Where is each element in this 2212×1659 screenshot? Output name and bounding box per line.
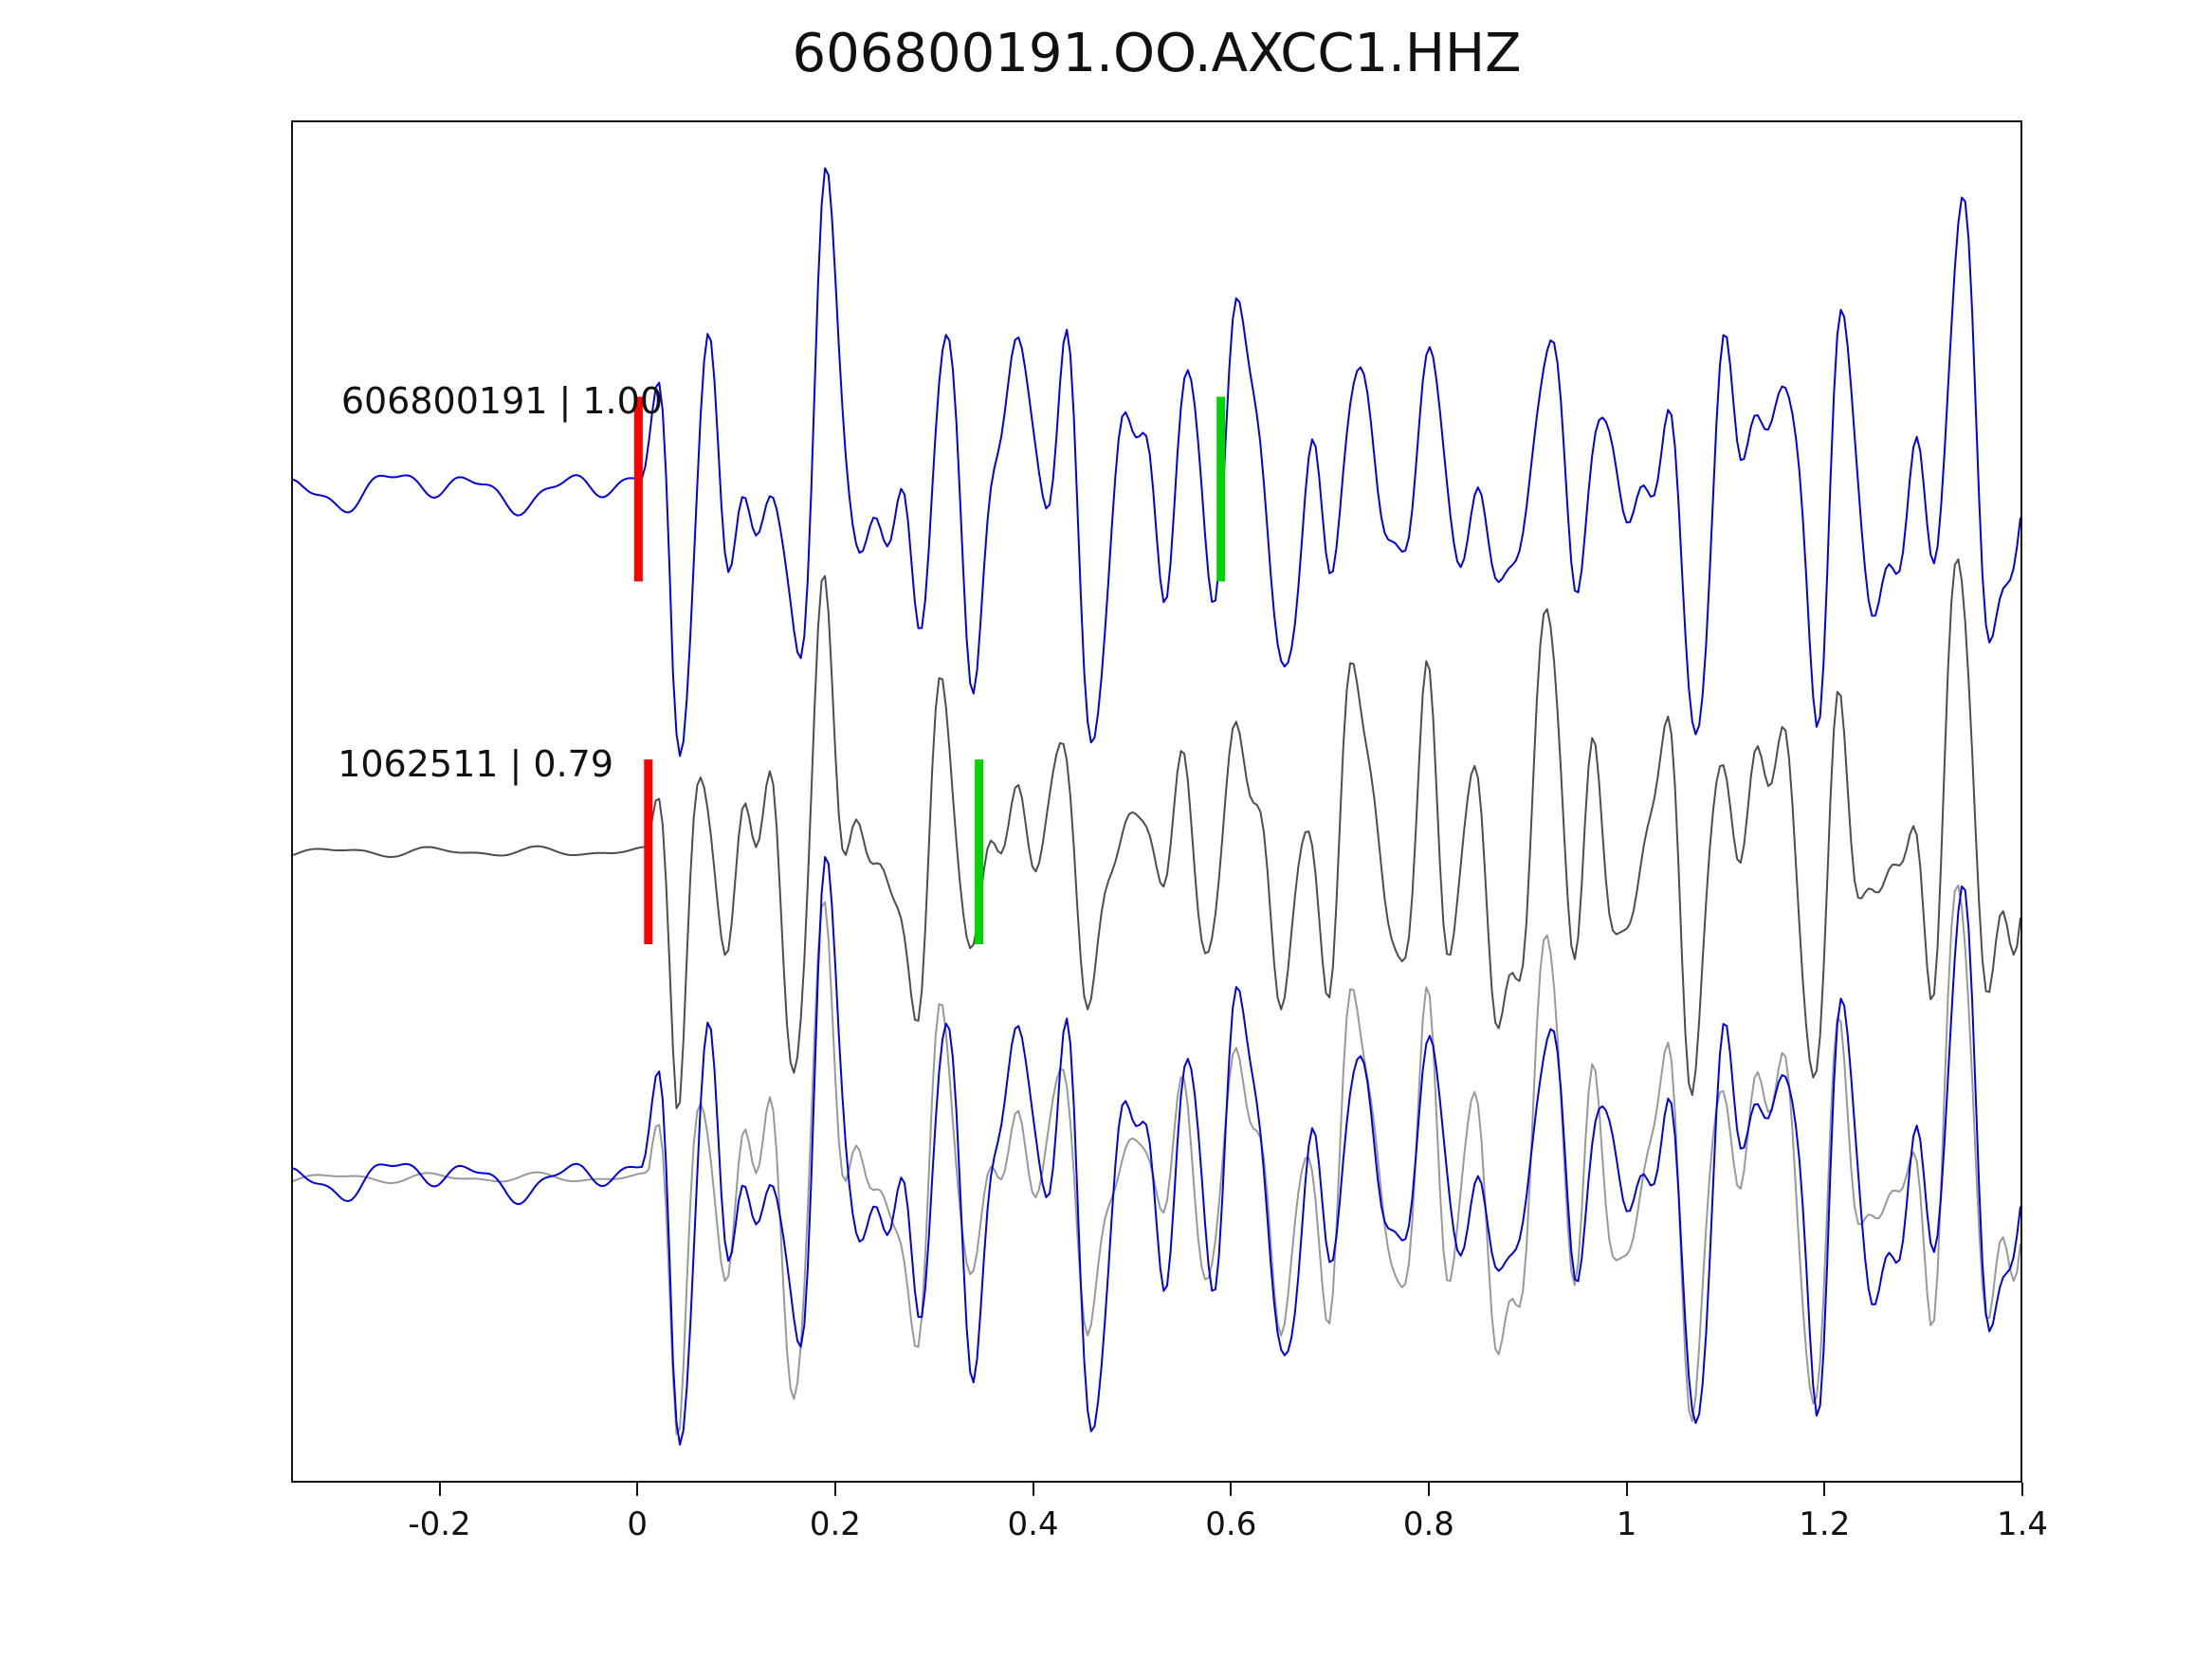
x-tick-mark: [1032, 1483, 1034, 1496]
x-tick-mark: [1427, 1483, 1430, 1496]
x-tick-label: 0.4: [1007, 1505, 1059, 1543]
trace-label-detection: 1062511 | 0.79: [338, 743, 613, 785]
overlay-template-trace: [293, 856, 2020, 1446]
x-tick-label: 0: [627, 1505, 649, 1543]
plot-area: 606800191 | 1.00 1062511 | 0.79: [291, 120, 2022, 1483]
x-tick-mark: [2021, 1483, 2023, 1496]
detection-trace: [293, 558, 2020, 1109]
x-tick-label: 1.2: [1799, 1505, 1851, 1543]
x-tick-label: 1: [1616, 1505, 1637, 1543]
x-tick-label: -0.2: [408, 1505, 471, 1543]
x-tick-mark: [1625, 1483, 1628, 1496]
waveform-canvas: [293, 167, 2020, 1446]
x-tick-mark: [438, 1483, 441, 1496]
x-tick-label: 0.6: [1205, 1505, 1257, 1543]
x-tick-label: 1.4: [1996, 1505, 2049, 1543]
x-tick-mark: [1823, 1483, 1826, 1496]
template-trace: [293, 167, 2020, 757]
trace-label-template: 606800191 | 1.00: [340, 380, 663, 422]
x-tick-label: 0.2: [809, 1505, 861, 1543]
overlay-detection-trace: [293, 884, 2020, 1435]
x-tick-mark: [1230, 1483, 1233, 1496]
chart-title: 606800191.OO.AXCC1.HHZ: [792, 23, 1522, 84]
x-axis: -0.2 0 0.2 0.4 0.6 0.8 1 1.2 1.4: [291, 1483, 2048, 1568]
x-tick-mark: [636, 1483, 639, 1496]
x-tick-mark: [833, 1483, 836, 1496]
x-tick-label: 0.8: [1402, 1505, 1454, 1543]
